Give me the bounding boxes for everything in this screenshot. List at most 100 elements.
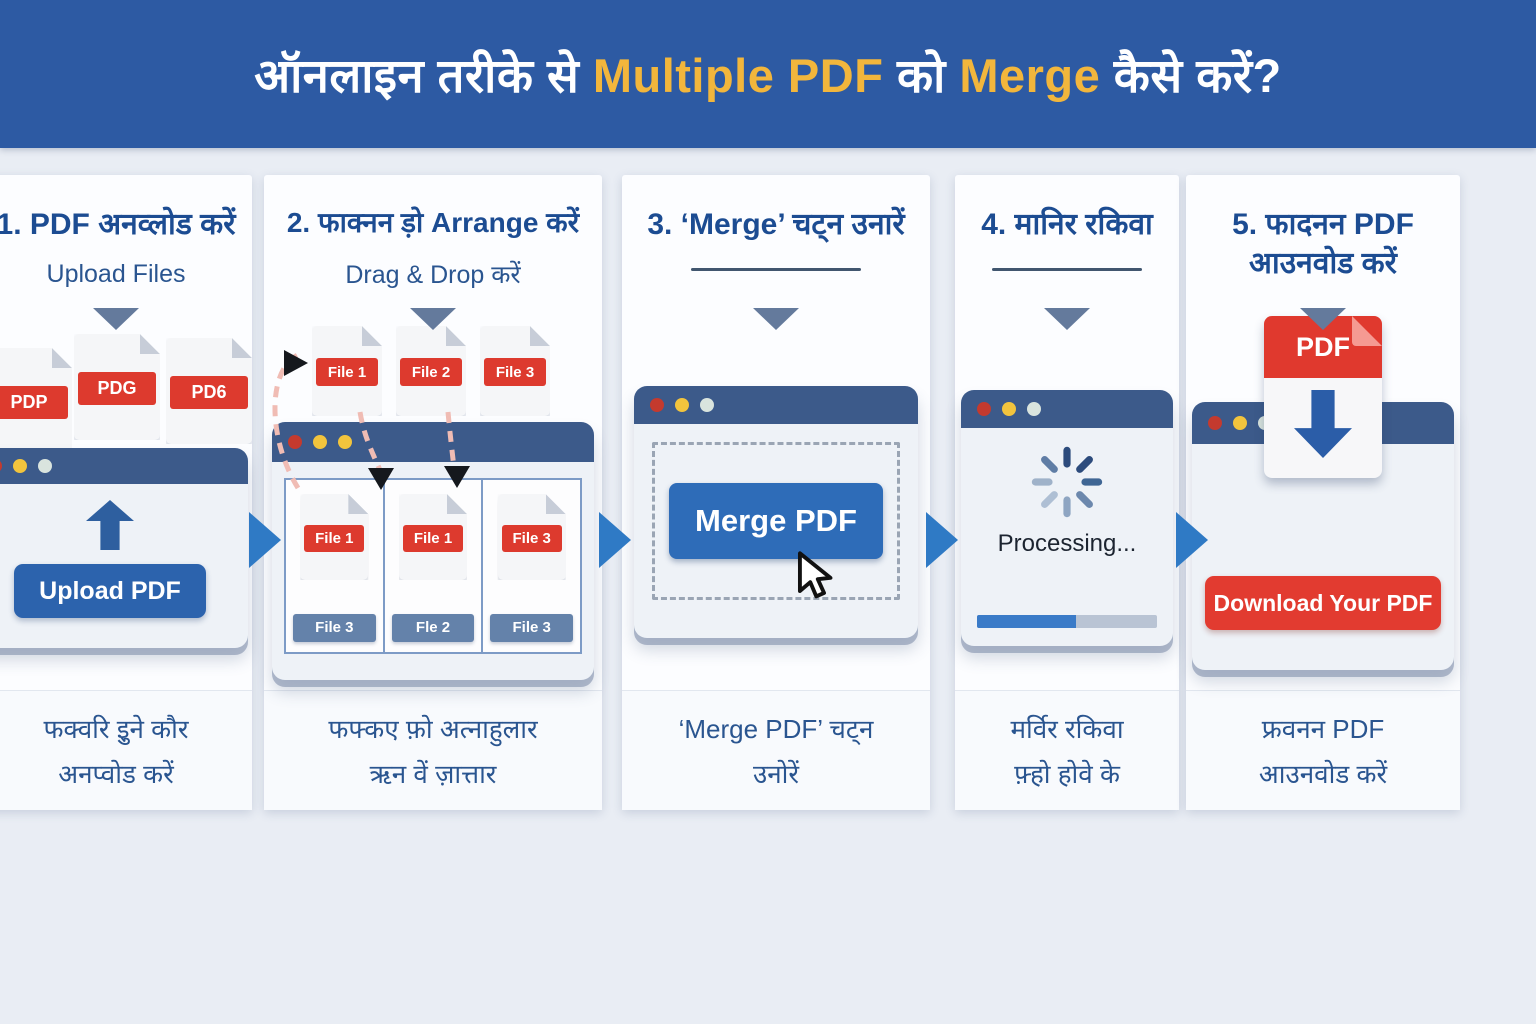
- caption-line: ऋन वें ज़ात्तार: [369, 759, 497, 789]
- step-card-5-download: 5. फादनन PDF आउनवोड करें Download Your P…: [1186, 175, 1460, 810]
- page-title: ऑनलाइन तरीके से Multiple PDF को Merge कै…: [254, 49, 1282, 102]
- page-fold-icon: [447, 494, 467, 514]
- caption-line: ‘Merge PDF’ चट्न: [678, 714, 874, 744]
- page-fold-icon: [348, 494, 368, 514]
- merge-pdf-button[interactable]: Merge PDF: [669, 483, 883, 599]
- window-dot-yellow-icon: [338, 435, 352, 449]
- caption-line: फक्वरि इुने कौर: [43, 714, 189, 744]
- step-5-graphic: Download Your PDF PDF: [1186, 310, 1460, 690]
- step-3-graphic: Merge PDF: [622, 310, 930, 690]
- window-dot-red-icon: [0, 459, 2, 473]
- caption-line: फफ्कए फ़ो अत्नाहुलार: [328, 714, 538, 744]
- pdf-file-icon: PDG: [74, 334, 160, 440]
- file-slot[interactable]: File 1 File 3: [286, 480, 385, 652]
- file-tray-label: File 3: [490, 614, 574, 642]
- step-2-graphic: File 1 File 2 File 3 File 1: [264, 310, 602, 690]
- file-label: File 1: [304, 525, 364, 552]
- step-1-caption: फक्वरि इुने कौर अनप्वोड करें: [0, 690, 252, 810]
- pdf-file-label: PD6: [170, 376, 248, 409]
- window-dot-red-icon: [650, 398, 664, 412]
- page-fold-icon: [232, 338, 252, 358]
- browser-window: Processing...: [961, 390, 1173, 646]
- file-tray-label: File 3: [293, 614, 376, 642]
- step-1-header: 1. PDF अनव्लोड करें Upload Files: [0, 175, 252, 330]
- window-body: Processing...: [961, 428, 1173, 558]
- window-dot-red-icon: [288, 435, 302, 449]
- step-1-subtitle: Upload Files: [46, 260, 186, 288]
- window-dot-pale-icon: [38, 459, 52, 473]
- file-icon: File 3: [498, 494, 566, 580]
- window-dot-red-icon: [977, 402, 991, 416]
- step-5-header: 5. फादनन PDF आउनवोड करें: [1186, 175, 1460, 330]
- step-card-1-upload: 1. PDF अनव्लोड करें Upload Files PDP PDG…: [0, 175, 252, 810]
- file-label: File 3: [484, 358, 546, 386]
- file-icon: File 1: [399, 494, 467, 580]
- pdf-file-icon: PD6: [166, 338, 252, 444]
- page-fold-icon: [546, 494, 566, 514]
- step-2-caption: फफ्कए फ़ो अत्नाहुलार ऋन वें ज़ात्तार: [264, 690, 602, 810]
- upload-pdf-button[interactable]: Upload PDF: [14, 564, 206, 618]
- pdf-file-label: PDP: [0, 386, 68, 419]
- step-2-header: 2. फाक्नन ड़ो Arrange करें Drag & Drop क…: [264, 175, 602, 330]
- merge-pdf-button-label: Merge PDF: [695, 503, 857, 538]
- step-5-title-line1: 5. फादनन PDF: [1232, 208, 1414, 241]
- file-icon: File 3: [480, 326, 550, 416]
- header-banner: ऑनलाइन तरीके से Multiple PDF को Merge कै…: [0, 0, 1536, 148]
- file-label: File 2: [400, 358, 462, 386]
- file-tray-label: Fle 2: [391, 614, 475, 642]
- page-fold-icon: [52, 348, 72, 368]
- step-3-caption: ‘Merge PDF’ चट्न उनोरें: [622, 690, 930, 810]
- file-icon: File 1: [312, 326, 382, 416]
- page-fold-icon: [446, 326, 466, 346]
- upload-arrow-icon: [86, 500, 134, 550]
- window-titlebar: [272, 422, 594, 462]
- step-4-title: 4. मानिर रकिवा: [981, 208, 1153, 241]
- step-4-caption: मर्विर रकिवा फ़्हो होवे के: [955, 690, 1179, 810]
- file-slot[interactable]: File 3 File 3: [483, 480, 580, 652]
- step-5-title: 5. फादनन PDF आउनवोड करें: [1186, 205, 1460, 283]
- download-pdf-button[interactable]: Download Your PDF: [1205, 576, 1441, 630]
- window-dot-yellow-icon: [13, 459, 27, 473]
- step-5-caption: फ्रवनन PDF आउनवोड करें: [1186, 690, 1460, 810]
- flow-arrow-icon: [926, 512, 958, 568]
- step-4-graphic: Processing...: [955, 310, 1179, 690]
- window-dot-red-icon: [1208, 416, 1222, 430]
- pdf-file-icon: PDP: [0, 348, 72, 454]
- step-card-2-arrange: 2. फाक्नन ड़ो Arrange करें Drag & Drop क…: [264, 175, 602, 810]
- caption-line: फ़्हो होवे के: [1014, 759, 1120, 789]
- file-label: File 1: [403, 525, 463, 552]
- caption-line: उनोरें: [752, 759, 800, 789]
- window-dot-pale-icon: [1027, 402, 1041, 416]
- pdf-file-icon: PDF: [1264, 316, 1382, 478]
- step-3-header: 3. ‘Merge’ चट्न उनारें: [622, 175, 930, 330]
- caption-line: फ्रवनन PDF: [1261, 714, 1385, 744]
- file-icon: File 2: [396, 326, 466, 416]
- step-card-4-processing: 4. मानिर रकिवा: [955, 175, 1179, 810]
- window-dot-yellow-icon: [675, 398, 689, 412]
- step-2-subtitle: Drag & Drop करें: [345, 261, 521, 290]
- divider: [691, 268, 861, 271]
- step-5-title-line2: आउनवोड करें: [1249, 247, 1397, 280]
- browser-window: Upload PDF: [0, 448, 248, 648]
- page-fold-icon: [140, 334, 160, 354]
- file-icon: File 1: [300, 494, 368, 580]
- caption-line: मर्विर रकिवा: [1010, 714, 1124, 744]
- step-1-graphic: PDP PDG PD6 Upload PDF: [0, 310, 252, 690]
- step-2-title: 2. फाक्नन ड़ो Arrange करें: [286, 207, 580, 238]
- progress-fill: [977, 615, 1076, 628]
- spinner-icon: [1031, 446, 1103, 518]
- page-fold-icon: [362, 326, 382, 346]
- pdf-file-label: PDG: [78, 372, 156, 405]
- page-fold-icon: [530, 326, 550, 346]
- window-dot-yellow-icon: [1233, 416, 1247, 430]
- file-slot[interactable]: File 1 Fle 2: [385, 480, 484, 652]
- caption-line: आउनवोड करें: [1258, 759, 1388, 789]
- download-arrow-icon: [1294, 390, 1352, 458]
- drop-zone: Merge PDF: [652, 442, 900, 600]
- step-4-header: 4. मानिर रकिवा: [955, 175, 1179, 330]
- arrange-slots: File 1 File 3 File 1 Fle 2 File 3 File 3: [284, 478, 582, 654]
- step-card-3-merge: 3. ‘Merge’ चट्न उनारें Merge PDF: [622, 175, 930, 810]
- progress-bar: [977, 615, 1157, 628]
- browser-window: File 1 File 3 File 1 Fle 2 File 3 File 3: [272, 422, 594, 680]
